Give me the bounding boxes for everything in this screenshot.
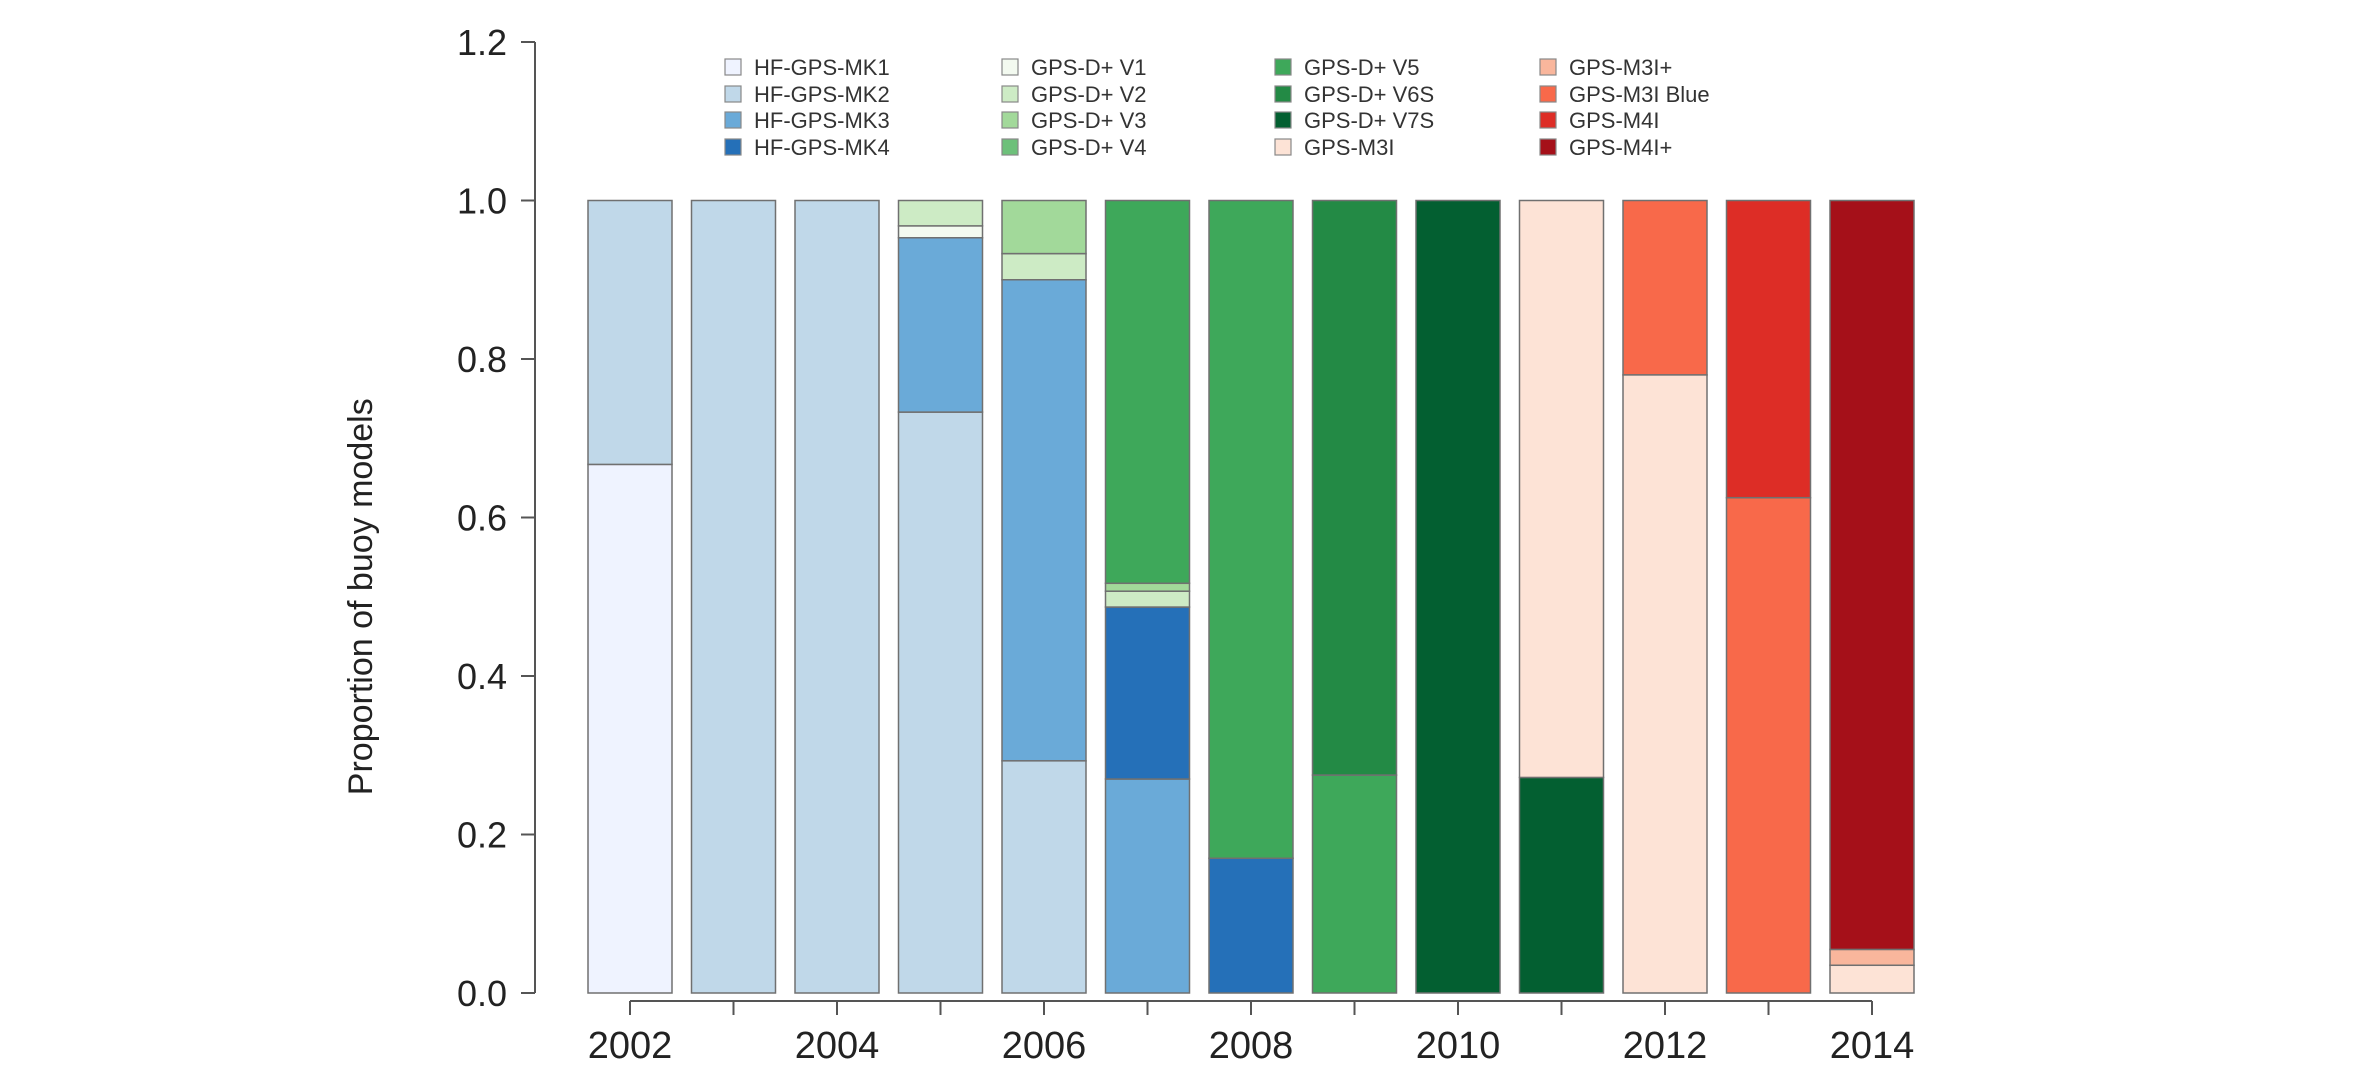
bar-segment [1829, 948, 1915, 967]
legend-label: GPS-M4I [1569, 108, 1659, 133]
y-axis-ticks: 0.0 0.2 0.4 0.6 0.8 1.0 1.2 [457, 22, 535, 1014]
legend-label: GPS-D+ V6S [1304, 82, 1434, 107]
bar-segment [1104, 590, 1191, 608]
y-tick-label: 0.2 [457, 815, 507, 856]
bar-segment [587, 199, 673, 466]
x-tick-label: 2012 [1623, 1025, 1708, 1067]
x-tick-label: 2010 [1416, 1025, 1501, 1067]
x-tick-label: 2002 [588, 1025, 673, 1067]
legend-swatch [724, 85, 742, 103]
legend-label: GPS-M3I [1304, 135, 1394, 160]
legend-swatch [1001, 85, 1019, 103]
bar-segment [1104, 582, 1191, 592]
legend-swatch [1274, 58, 1292, 76]
x-axis-ticks: 2002 2004 2006 2008 2010 2012 2014 [588, 1001, 1915, 1067]
legend-label: GPS-D+ V3 [1031, 108, 1147, 133]
bar-segment [1208, 199, 1294, 860]
bar-segment [897, 199, 984, 227]
legend-label: HF-GPS-MK3 [754, 108, 890, 133]
bar-segment [690, 199, 777, 994]
legend-swatch [724, 111, 742, 129]
bar-segment [1518, 199, 1605, 779]
legend-swatch [1539, 138, 1557, 156]
legend-swatch [724, 58, 742, 76]
bar-segment [1518, 776, 1605, 994]
legend-label: GPS-D+ V1 [1031, 55, 1147, 80]
y-tick-label: 1.2 [457, 22, 507, 63]
bar-segment [587, 463, 673, 994]
x-tick-label: 2004 [795, 1025, 880, 1067]
bar-segment [1622, 199, 1708, 376]
legend-label: GPS-D+ V7S [1304, 108, 1434, 133]
legend-swatch [1001, 111, 1019, 129]
legend-label: HF-GPS-MK4 [754, 135, 890, 160]
legend-swatch [1001, 58, 1019, 76]
legend-label: GPS-M3I+ [1569, 55, 1672, 80]
legend-swatch [1274, 85, 1292, 103]
y-axis-label: Proportion of buoy models [342, 398, 380, 795]
bar-segment [1104, 606, 1191, 780]
bar-segment [1104, 199, 1191, 585]
bar-segment [1829, 964, 1915, 994]
bar-segment [1725, 199, 1812, 499]
legend-swatch [724, 138, 742, 156]
y-tick-label: 0.4 [457, 656, 507, 697]
bar-segment [1311, 199, 1398, 776]
legend-swatch [1001, 138, 1019, 156]
bar-segment [1415, 199, 1501, 994]
bar-segment [1104, 778, 1191, 994]
bar-segment [1001, 279, 1087, 762]
legend-swatch [1539, 58, 1557, 76]
bar-segment [1001, 199, 1087, 255]
x-tick-label: 2014 [1830, 1025, 1915, 1067]
legend-swatch [1274, 111, 1292, 129]
y-tick-label: 0.0 [457, 973, 507, 1014]
legend-label: GPS-D+ V4 [1031, 135, 1147, 160]
y-tick-label: 0.8 [457, 339, 507, 380]
bar-segment [1622, 374, 1708, 994]
bar-segment [1001, 760, 1087, 994]
legend-swatch [1274, 138, 1292, 156]
bars [587, 199, 1915, 994]
legend-label: HF-GPS-MK2 [754, 82, 890, 107]
y-tick-label: 1.0 [457, 181, 507, 222]
legend-label: GPS-D+ V5 [1304, 55, 1420, 80]
legend-label: GPS-D+ V2 [1031, 82, 1147, 107]
bar-segment [1725, 496, 1812, 994]
legend-swatch [1539, 85, 1557, 103]
legend: HF-GPS-MK1HF-GPS-MK2HF-GPS-MK3HF-GPS-MK4… [724, 55, 1710, 160]
axes: 0.00.20.40.60.81.01.2 2002 2004 2006 2008 20… [457, 22, 1914, 1067]
bar-segment [897, 236, 984, 413]
bar-segment [897, 411, 984, 994]
legend-swatch [1539, 111, 1557, 129]
bar-segment [1311, 774, 1398, 994]
legend-label: GPS-M4I+ [1569, 135, 1672, 160]
x-tick-label: 2008 [1209, 1025, 1294, 1067]
bar-segment [1829, 199, 1915, 951]
legend-label: HF-GPS-MK1 [754, 55, 890, 80]
bar-segment [897, 225, 984, 239]
legend-label: GPS-M3I Blue [1569, 82, 1710, 107]
bar-segment [1001, 252, 1087, 281]
x-tick-label: 2006 [1002, 1025, 1087, 1067]
bar-segment [1208, 857, 1294, 994]
y-tick-label: 0.6 [457, 498, 507, 539]
bar-segment [794, 199, 880, 994]
